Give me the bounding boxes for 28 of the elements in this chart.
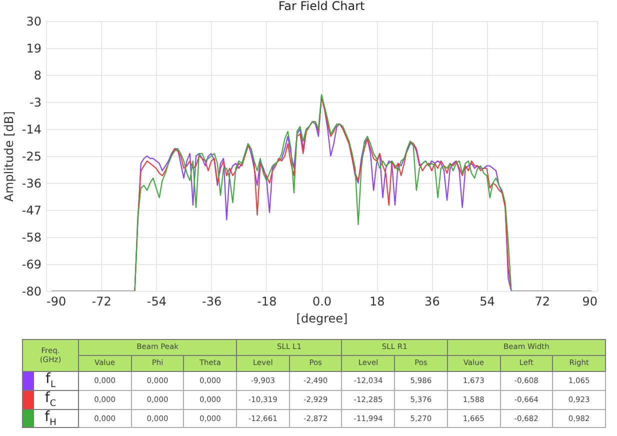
x-tick-label: 18 <box>369 294 385 308</box>
y-tick-label: -25 <box>22 150 42 164</box>
y-tick-label: -47 <box>22 204 42 218</box>
y-tick-label: -36 <box>22 176 42 190</box>
x-tick-label: -72 <box>92 294 112 308</box>
x-tick-label: 54 <box>480 294 495 308</box>
y-axis-title: Amplitude [dB] <box>2 111 16 202</box>
x-tick-label: 36 <box>424 294 440 308</box>
y-tick-label: 30 <box>26 14 42 28</box>
legend-label: f$_{L}$ <box>46 371 56 390</box>
x-tick-label: 0.0 <box>312 294 332 308</box>
y-tick-label: -3 <box>30 96 42 110</box>
legend-label: f$_{C}$ <box>44 390 56 409</box>
y-tick-label: -80 <box>22 284 42 298</box>
x-tick-label: -90 <box>46 294 66 308</box>
x-tick-label: -54 <box>146 294 167 308</box>
x-tick-label: 90 <box>582 294 598 308</box>
x-axis-title: [degree] <box>296 312 348 326</box>
y-tick-label: -69 <box>22 258 42 272</box>
chart-title: Far Field Chart <box>278 0 365 13</box>
x-tick-label: -36 <box>202 294 222 308</box>
y-tick-label: -14 <box>22 122 42 136</box>
x-tick-label: 72 <box>534 294 550 308</box>
y-tick-label: 19 <box>26 42 42 56</box>
x-tick-label: -18 <box>257 294 277 308</box>
legend-label: f$_{H}$ <box>44 408 56 428</box>
y-tick-label: -58 <box>22 230 42 244</box>
y-tick-label: 8 <box>34 68 42 82</box>
